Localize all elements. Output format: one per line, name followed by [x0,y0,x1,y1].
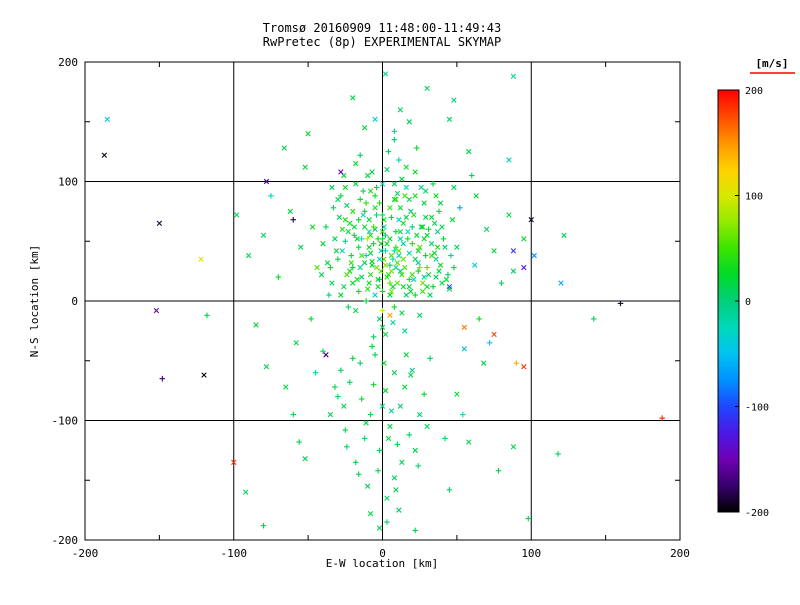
y-tick-label: -200 [52,534,79,547]
colorbar-tick-label: 200 [745,86,763,97]
colorbar-tick-label: 100 [745,192,763,203]
x-axis-label: E-W location [km] [326,557,439,570]
gridlines [85,62,680,540]
x-tick-label: 200 [670,547,690,560]
x-tick-label: 100 [521,547,541,560]
y-tick-label: -100 [52,415,79,428]
scatter-points [101,71,665,534]
colorbar-tick-label: -100 [745,403,769,414]
y-axis-label: N-S location [km] [28,245,41,358]
y-tick-label: 100 [58,176,78,189]
x-tick-label: 0 [379,547,386,560]
title-line-2: RwPretec (8p) EXPERIMENTAL SKYMAP [263,35,501,49]
colorbar-unit-label: [m/s] [755,57,788,70]
y-tick-label: 200 [58,56,78,69]
x-tick-label: -200 [72,547,99,560]
x-tick-label: -100 [221,547,248,560]
title-line-1: Tromsø 20160909 11:48:00-11:49:43 [263,21,501,35]
y-tick-label: 0 [71,295,78,308]
plot-frame [84,61,681,541]
y-tick-labels: -200 -100 0 100 200 [52,56,79,547]
minor-ticks [85,62,680,540]
colorbar-tick-label: 0 [745,297,751,308]
colorbar-tick-label: -200 [745,508,769,519]
colorbar-group: 200 100 0 -100 -200 [717,86,769,519]
x-tick-labels: -200 -100 0 100 200 [72,547,690,560]
